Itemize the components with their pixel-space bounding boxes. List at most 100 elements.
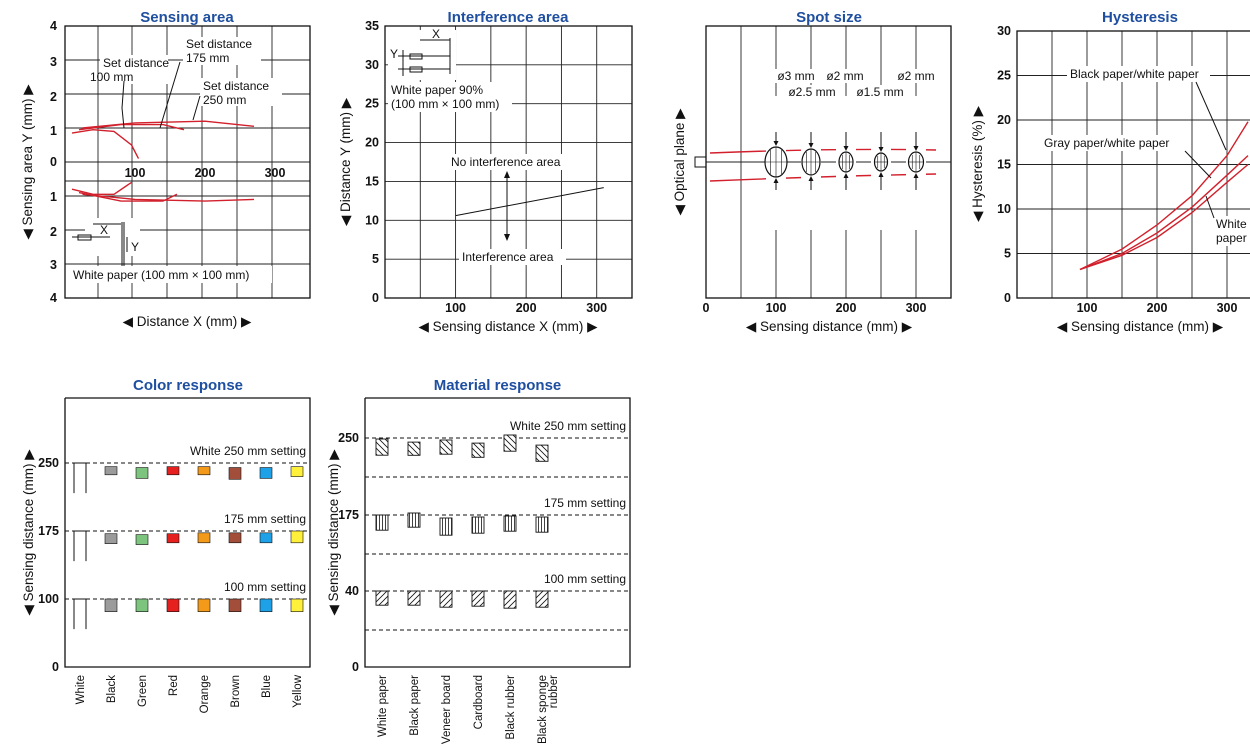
- category-label: Veneer board: [441, 675, 453, 744]
- setting-label: 175 mm setting: [544, 496, 626, 510]
- y-tick-label: 5: [372, 252, 379, 266]
- y-tick-label: 20: [997, 113, 1011, 127]
- x-tick-label: 200: [836, 301, 857, 315]
- range-bar-brown: [229, 468, 241, 480]
- y-tick-label: 4: [50, 291, 57, 305]
- x-axis-label: ◀ Distance X (mm) ▶: [123, 314, 252, 329]
- range-bar-black: [105, 599, 117, 612]
- y-tick-label: 250: [38, 456, 59, 470]
- x-tick-label: 200: [516, 301, 537, 315]
- sensor-icon: [695, 157, 706, 167]
- x-tick-label: 100: [766, 301, 787, 315]
- y-axis-label: ◀ Sensing distance (mm) ▶: [21, 449, 36, 616]
- range-bar: [376, 591, 388, 605]
- y-axis-label: ◀ Sensing area Y (mm) ▶: [20, 84, 35, 240]
- y-tick-label: 0: [1004, 291, 1011, 305]
- y-axis-label: ◀ Sensing distance (mm) ▶: [326, 449, 341, 616]
- annotation-label: Interference area: [462, 250, 554, 264]
- x-tick-label: 0: [703, 301, 710, 315]
- hysteresis-curve-2: [1080, 156, 1248, 270]
- annotation-label: X: [432, 27, 440, 41]
- annotation-label: Y: [390, 47, 398, 61]
- interference-boundary-line: [456, 188, 604, 216]
- category-label: Yellow: [292, 674, 304, 708]
- range-bar-orange: [198, 599, 210, 612]
- range-bar-brown: [229, 599, 241, 612]
- y-tick-label: 250: [338, 431, 359, 445]
- range-bar-yellow: [291, 599, 303, 612]
- annotation-label: Set distance: [103, 56, 169, 70]
- y-tick-label: 15: [365, 174, 379, 188]
- x-axis-label: ◀ Sensing distance (mm) ▶: [746, 319, 913, 334]
- chart-title: Hysteresis: [1102, 9, 1178, 26]
- spot-size-label: ø2.5 mm: [788, 85, 835, 99]
- y-tick-label: 25: [997, 69, 1011, 83]
- x-tick-label: 300: [265, 166, 286, 180]
- range-bar-green: [136, 468, 148, 479]
- annotation-label: 100 mm: [90, 70, 133, 84]
- category-label: Brown: [230, 675, 242, 708]
- range-bar-yellow: [291, 531, 303, 543]
- y-tick-label: 40: [345, 584, 359, 598]
- y-tick-label: 2: [50, 90, 57, 104]
- range-bar: [472, 517, 484, 533]
- spot-size-label: ø2 mm: [897, 69, 934, 83]
- annotation-label: X: [100, 223, 108, 237]
- range-bar: [536, 517, 548, 532]
- chart-material-response: Material response040175250◀ Sensing dist…: [326, 377, 630, 744]
- x-tick-label: 300: [1217, 301, 1238, 315]
- y-tick-label: 1: [50, 190, 57, 204]
- chart-interference-area: Interference area 0 5 10 15 20 25 30 35 100 200 300…: [338, 9, 632, 334]
- y-axis-label: ◀ Distance Y (mm) ▶: [338, 97, 353, 226]
- y-tick-label: 175: [338, 508, 359, 522]
- chart-sensing-area: Sensing area 4 3 2 1 0 1 2 3 4 100 200 300 ◀ Distance…: [20, 9, 310, 329]
- y-tick-label: 10: [997, 202, 1011, 216]
- legend-label: Black paper/white paper: [1070, 67, 1199, 81]
- y-tick-label: 15: [997, 158, 1011, 172]
- annotation-label: Set distance: [203, 79, 269, 93]
- range-bar: [504, 516, 516, 531]
- setting-label: 100 mm setting: [544, 572, 626, 586]
- beam-edge-upper: [710, 149, 936, 153]
- y-tick-label: 3: [50, 258, 57, 272]
- range-bar-green: [136, 599, 148, 612]
- annotation-label: (100 mm × 100 mm): [391, 97, 499, 111]
- category-label: Blue: [261, 675, 273, 698]
- category-label: Black paper: [409, 675, 421, 736]
- range-bar: [536, 445, 548, 461]
- range-bar-red: [167, 467, 179, 475]
- y-tick-label: 10: [365, 213, 379, 227]
- y-tick-label: 5: [1004, 247, 1011, 261]
- sensing-curve-lower-3: [83, 194, 255, 201]
- x-axis-label: ◀ Sensing distance (mm) ▶: [1057, 319, 1224, 334]
- range-bar-green: [136, 535, 148, 545]
- annotation-label: White: [1216, 217, 1247, 231]
- chart-title: Sensing area: [140, 9, 234, 26]
- range-bar-black: [105, 467, 117, 475]
- annotation-label: No interference area: [451, 155, 561, 169]
- annotation-label: White paper (100 mm × 100 mm): [73, 268, 249, 282]
- y-tick-label: 3: [50, 55, 57, 69]
- x-tick-label: 200: [195, 166, 216, 180]
- x-axis-label: ◀ Sensing distance X (mm) ▶: [418, 319, 598, 334]
- category-label: White paper: [377, 675, 389, 737]
- range-bar: [504, 591, 516, 608]
- arrow-head: [504, 234, 510, 241]
- spot-size-label: ø1.5 mm: [856, 85, 903, 99]
- x-tick-label: 300: [906, 301, 927, 315]
- leader-line: [193, 96, 200, 120]
- y-tick-label: 0: [352, 660, 359, 674]
- legend-label: Gray paper/white paper: [1044, 136, 1169, 150]
- category-label: Red: [168, 675, 180, 696]
- category-label: Orange: [199, 675, 211, 713]
- chart-hysteresis: Hysteresis 0 5 10 15 20 25 30 100 200 300 ◀ Sensing…: [970, 9, 1250, 334]
- y-tick-label: 30: [365, 58, 379, 72]
- y-tick-label: 100: [38, 592, 59, 606]
- range-bar: [376, 515, 388, 530]
- y-tick-label: 25: [365, 97, 379, 111]
- x-tick-label: 100: [1077, 301, 1098, 315]
- y-axis-label: ◀ Optical plane ▶: [672, 108, 687, 216]
- range-bar: [440, 440, 452, 454]
- leader-line: [1196, 82, 1226, 150]
